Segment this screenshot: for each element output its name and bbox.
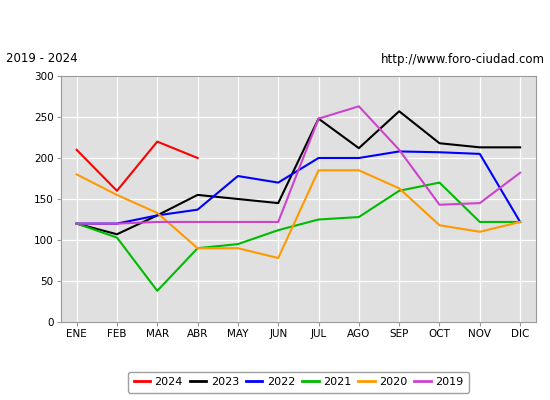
Legend: 2024, 2023, 2022, 2021, 2020, 2019: 2024, 2023, 2022, 2021, 2020, 2019 — [128, 372, 469, 393]
Text: 2019 - 2024: 2019 - 2024 — [6, 52, 77, 66]
Text: Evolucion Nº Turistas Extranjeros en el municipio de Guadalix de la Sierra: Evolucion Nº Turistas Extranjeros en el … — [0, 14, 550, 28]
Text: http://www.foro-ciudad.com: http://www.foro-ciudad.com — [381, 52, 544, 66]
